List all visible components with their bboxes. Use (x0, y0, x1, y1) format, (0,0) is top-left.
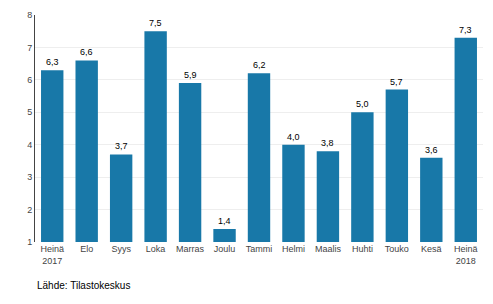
svg-text:4,0: 4,0 (287, 132, 300, 142)
svg-text:1,4: 1,4 (218, 216, 231, 226)
svg-text:Touko: Touko (385, 244, 409, 254)
svg-text:5,7: 5,7 (390, 77, 403, 87)
svg-text:3: 3 (27, 172, 32, 182)
svg-text:6,3: 6,3 (46, 57, 59, 67)
svg-text:Marras: Marras (176, 244, 205, 254)
svg-text:Heinä2017: Heinä2017 (40, 244, 64, 266)
svg-text:Lähde: Tilastokeskus: Lähde: Tilastokeskus (37, 280, 130, 291)
svg-text:Syys: Syys (111, 244, 131, 254)
svg-text:Helmi: Helmi (282, 244, 305, 254)
svg-text:1: 1 (27, 237, 32, 247)
svg-text:Kesä: Kesä (421, 244, 442, 254)
svg-text:Joulu: Joulu (214, 244, 236, 254)
svg-text:Tammi: Tammi (246, 244, 273, 254)
svg-text:3,6: 3,6 (425, 145, 438, 155)
svg-text:4: 4 (27, 140, 32, 150)
svg-text:Maalis: Maalis (315, 244, 342, 254)
svg-text:Loka: Loka (146, 244, 166, 254)
svg-text:2: 2 (27, 205, 32, 215)
svg-text:7,3: 7,3 (459, 25, 472, 35)
svg-text:Elo: Elo (80, 244, 93, 254)
svg-text:7: 7 (27, 43, 32, 53)
svg-text:3,7: 3,7 (115, 141, 128, 151)
svg-text:7,5: 7,5 (149, 18, 162, 28)
svg-text:Heinä2018: Heinä2018 (454, 244, 478, 266)
svg-text:5,0: 5,0 (356, 99, 369, 109)
svg-text:3,8: 3,8 (321, 138, 334, 148)
svg-text:6: 6 (27, 75, 32, 85)
svg-text:6,2: 6,2 (253, 60, 266, 70)
svg-text:6,6: 6,6 (80, 47, 93, 57)
svg-text:Huhti: Huhti (352, 244, 373, 254)
svg-text:8: 8 (27, 10, 32, 20)
svg-text:5,9: 5,9 (184, 70, 197, 80)
svg-text:5: 5 (27, 107, 32, 117)
